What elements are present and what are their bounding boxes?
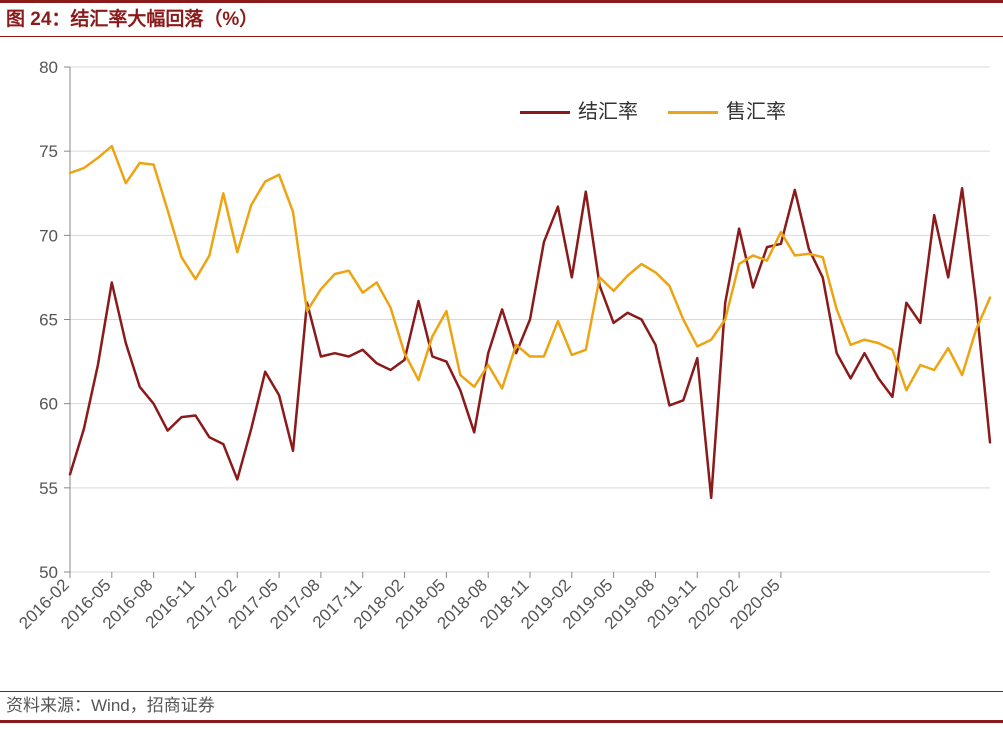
legend-label: 结汇率 <box>578 101 638 123</box>
legend-line-icon <box>668 111 718 114</box>
svg-text:55: 55 <box>39 479 58 498</box>
svg-text:80: 80 <box>39 58 58 77</box>
chart-svg: 505560657075802016-022016-052016-082016-… <box>0 37 1003 691</box>
chart-title: 图 24：结汇率大幅回落（%） <box>0 0 1003 37</box>
chart-source: 资料来源：Wind，招商证券 <box>0 691 1003 723</box>
svg-text:75: 75 <box>39 142 58 161</box>
figure-container: 图 24：结汇率大幅回落（%） 505560657075802016-02201… <box>0 0 1003 737</box>
legend-item: 结汇率 <box>520 95 638 124</box>
legend-line-icon <box>520 111 570 114</box>
svg-text:65: 65 <box>39 311 58 330</box>
svg-text:60: 60 <box>39 395 58 414</box>
chart-legend: 结汇率 售汇率 <box>520 95 816 124</box>
legend-item: 售汇率 <box>668 95 786 124</box>
legend-label: 售汇率 <box>726 101 786 123</box>
chart-area: 505560657075802016-022016-052016-082016-… <box>0 37 1003 691</box>
svg-text:70: 70 <box>39 226 58 245</box>
